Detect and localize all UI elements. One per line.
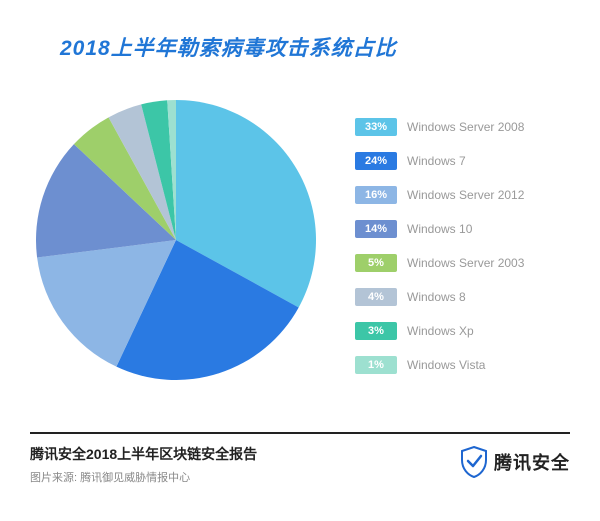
pie-svg bbox=[36, 100, 316, 380]
percent-badge: 24% bbox=[355, 152, 397, 170]
footer: 腾讯安全2018上半年区块链安全报告 图片来源: 腾讯御见威胁情报中心 腾讯安全 bbox=[30, 432, 570, 485]
legend: 33% Windows Server 2008 24% Windows 7 16% Win… bbox=[355, 110, 585, 382]
percent-badge: 14% bbox=[355, 220, 397, 238]
percent-badge: 16% bbox=[355, 186, 397, 204]
shield-icon bbox=[460, 446, 488, 478]
legend-label: Windows Xp bbox=[407, 324, 474, 338]
pie-chart bbox=[36, 100, 316, 380]
legend-label: Windows Server 2012 bbox=[407, 188, 524, 202]
legend-row: 5% Windows Server 2003 bbox=[355, 246, 585, 280]
legend-row: 4% Windows 8 bbox=[355, 280, 585, 314]
brand-name: 腾讯安全 bbox=[494, 449, 570, 475]
legend-row: 33% Windows Server 2008 bbox=[355, 110, 585, 144]
legend-row: 1% Windows Vista bbox=[355, 348, 585, 382]
page-title: 2018上半年勒索病毒攻击系统占比 bbox=[60, 32, 397, 62]
source-label: 图片来源: 腾讯御见威胁情报中心 bbox=[30, 469, 257, 485]
percent-badge: 3% bbox=[355, 322, 397, 340]
brand: 腾讯安全 bbox=[460, 446, 570, 478]
legend-row: 14% Windows 10 bbox=[355, 212, 585, 246]
legend-label: Windows 10 bbox=[407, 222, 472, 236]
legend-row: 16% Windows Server 2012 bbox=[355, 178, 585, 212]
legend-row: 3% Windows Xp bbox=[355, 314, 585, 348]
legend-label: Windows 8 bbox=[407, 290, 466, 304]
report-name: 腾讯安全2018上半年区块链安全报告 bbox=[30, 444, 257, 464]
percent-badge: 33% bbox=[355, 118, 397, 136]
legend-row: 24% Windows 7 bbox=[355, 144, 585, 178]
legend-label: Windows Server 2003 bbox=[407, 256, 524, 270]
legend-label: Windows Server 2008 bbox=[407, 120, 524, 134]
percent-badge: 1% bbox=[355, 356, 397, 374]
percent-badge: 5% bbox=[355, 254, 397, 272]
legend-label: Windows Vista bbox=[407, 358, 485, 372]
legend-label: Windows 7 bbox=[407, 154, 466, 168]
percent-badge: 4% bbox=[355, 288, 397, 306]
